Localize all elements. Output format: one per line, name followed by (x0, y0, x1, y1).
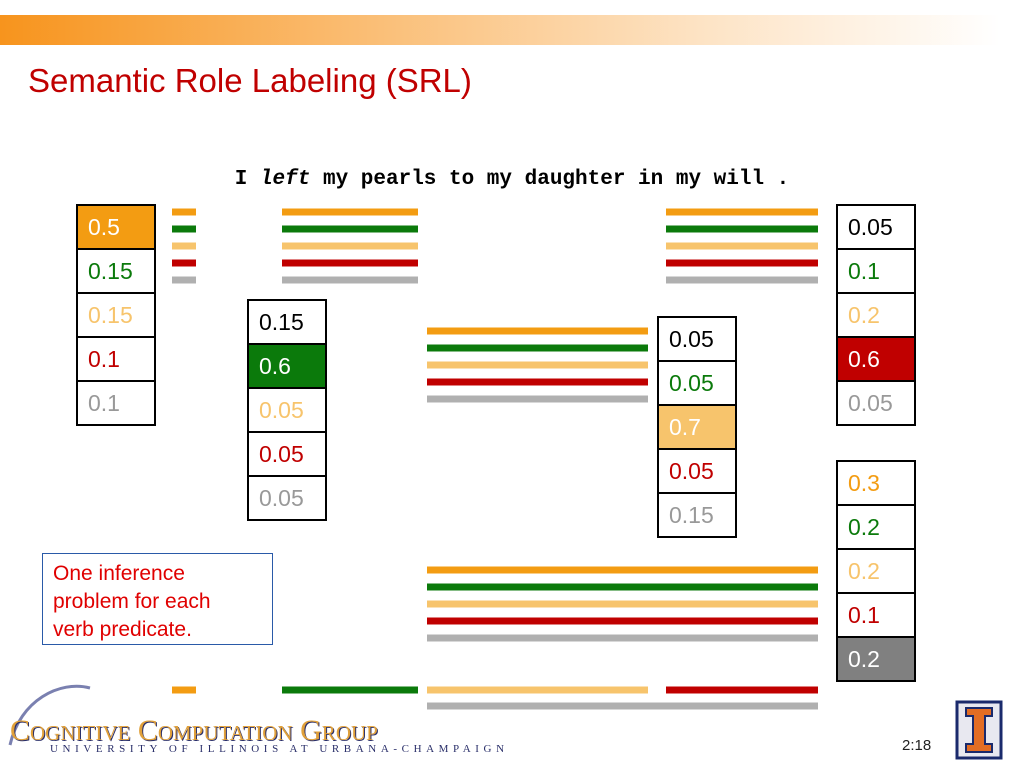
bars-pearls (282, 208, 418, 284)
university: UNIVERSITY OF ILLINOIS AT URBANA-CHAMPAI… (50, 743, 509, 755)
cell: 0.1 (838, 592, 914, 636)
cell: 0.15 (659, 492, 735, 536)
title: Semantic Role Labeling (SRL) (28, 62, 472, 99)
note-line: problem for each (53, 590, 211, 613)
cell: 0.05 (848, 214, 893, 240)
verb: left (259, 168, 311, 191)
table: 0.05 0.05 0.7 0.05 0.15 (657, 316, 737, 538)
cell: 0.05 (249, 387, 325, 431)
sentence-word: I (234, 168, 248, 191)
cell: 0.6 (249, 343, 325, 387)
bars-will (666, 208, 818, 284)
cell: 0.2 (838, 292, 914, 336)
table: 0.15 0.6 0.05 0.05 0.05 (247, 299, 327, 521)
cell: 0.15 (259, 309, 304, 335)
cell: 0.1 (78, 380, 154, 424)
cell: 0.05 (249, 475, 325, 519)
cell: 0.15 (78, 248, 154, 292)
cell: 0.2 (838, 504, 914, 548)
cell: 0.6 (838, 336, 914, 380)
cell: 0.1 (78, 336, 154, 380)
cell: 0.05 (659, 448, 735, 492)
cell: 0.05 (659, 360, 735, 404)
cell: 0.05 (249, 431, 325, 475)
top-band (0, 15, 1000, 45)
sentence-rest: my pearls to my daughter in my will . (322, 168, 790, 191)
cell: 0.05 (669, 326, 714, 352)
bars-i (172, 208, 196, 284)
cell: 0.2 (838, 636, 914, 680)
page-number: 2:18 (902, 737, 932, 754)
cell: 0.7 (659, 404, 735, 448)
note-box: One inference problem for each verb predic… (42, 553, 273, 645)
cell: 0.5 (78, 206, 154, 248)
logo-swoosh (8, 684, 91, 746)
bars-assignment (172, 686, 818, 710)
table: 0.05 0.1 0.2 0.6 0.05 (836, 204, 916, 426)
cell: 0.2 (838, 548, 914, 592)
cell: 0.15 (78, 292, 154, 336)
bars-long (427, 566, 818, 642)
cell: 0.1 (838, 248, 914, 292)
cell: 0.3 (848, 470, 880, 496)
cell: 0.05 (838, 380, 914, 424)
group-name: Cognitive Computation Group (10, 714, 378, 747)
table: 0.5 0.15 0.15 0.1 0.1 (76, 204, 156, 426)
sentence: I left my pearls to my daughter in my wi… (0, 145, 1024, 191)
note-line: verb predicate. (53, 618, 192, 641)
table: 0.3 0.2 0.2 0.1 0.2 (836, 460, 916, 682)
illinois-logo (955, 700, 1003, 760)
bars-daughter (427, 327, 648, 403)
note-line: One inference (53, 562, 185, 585)
